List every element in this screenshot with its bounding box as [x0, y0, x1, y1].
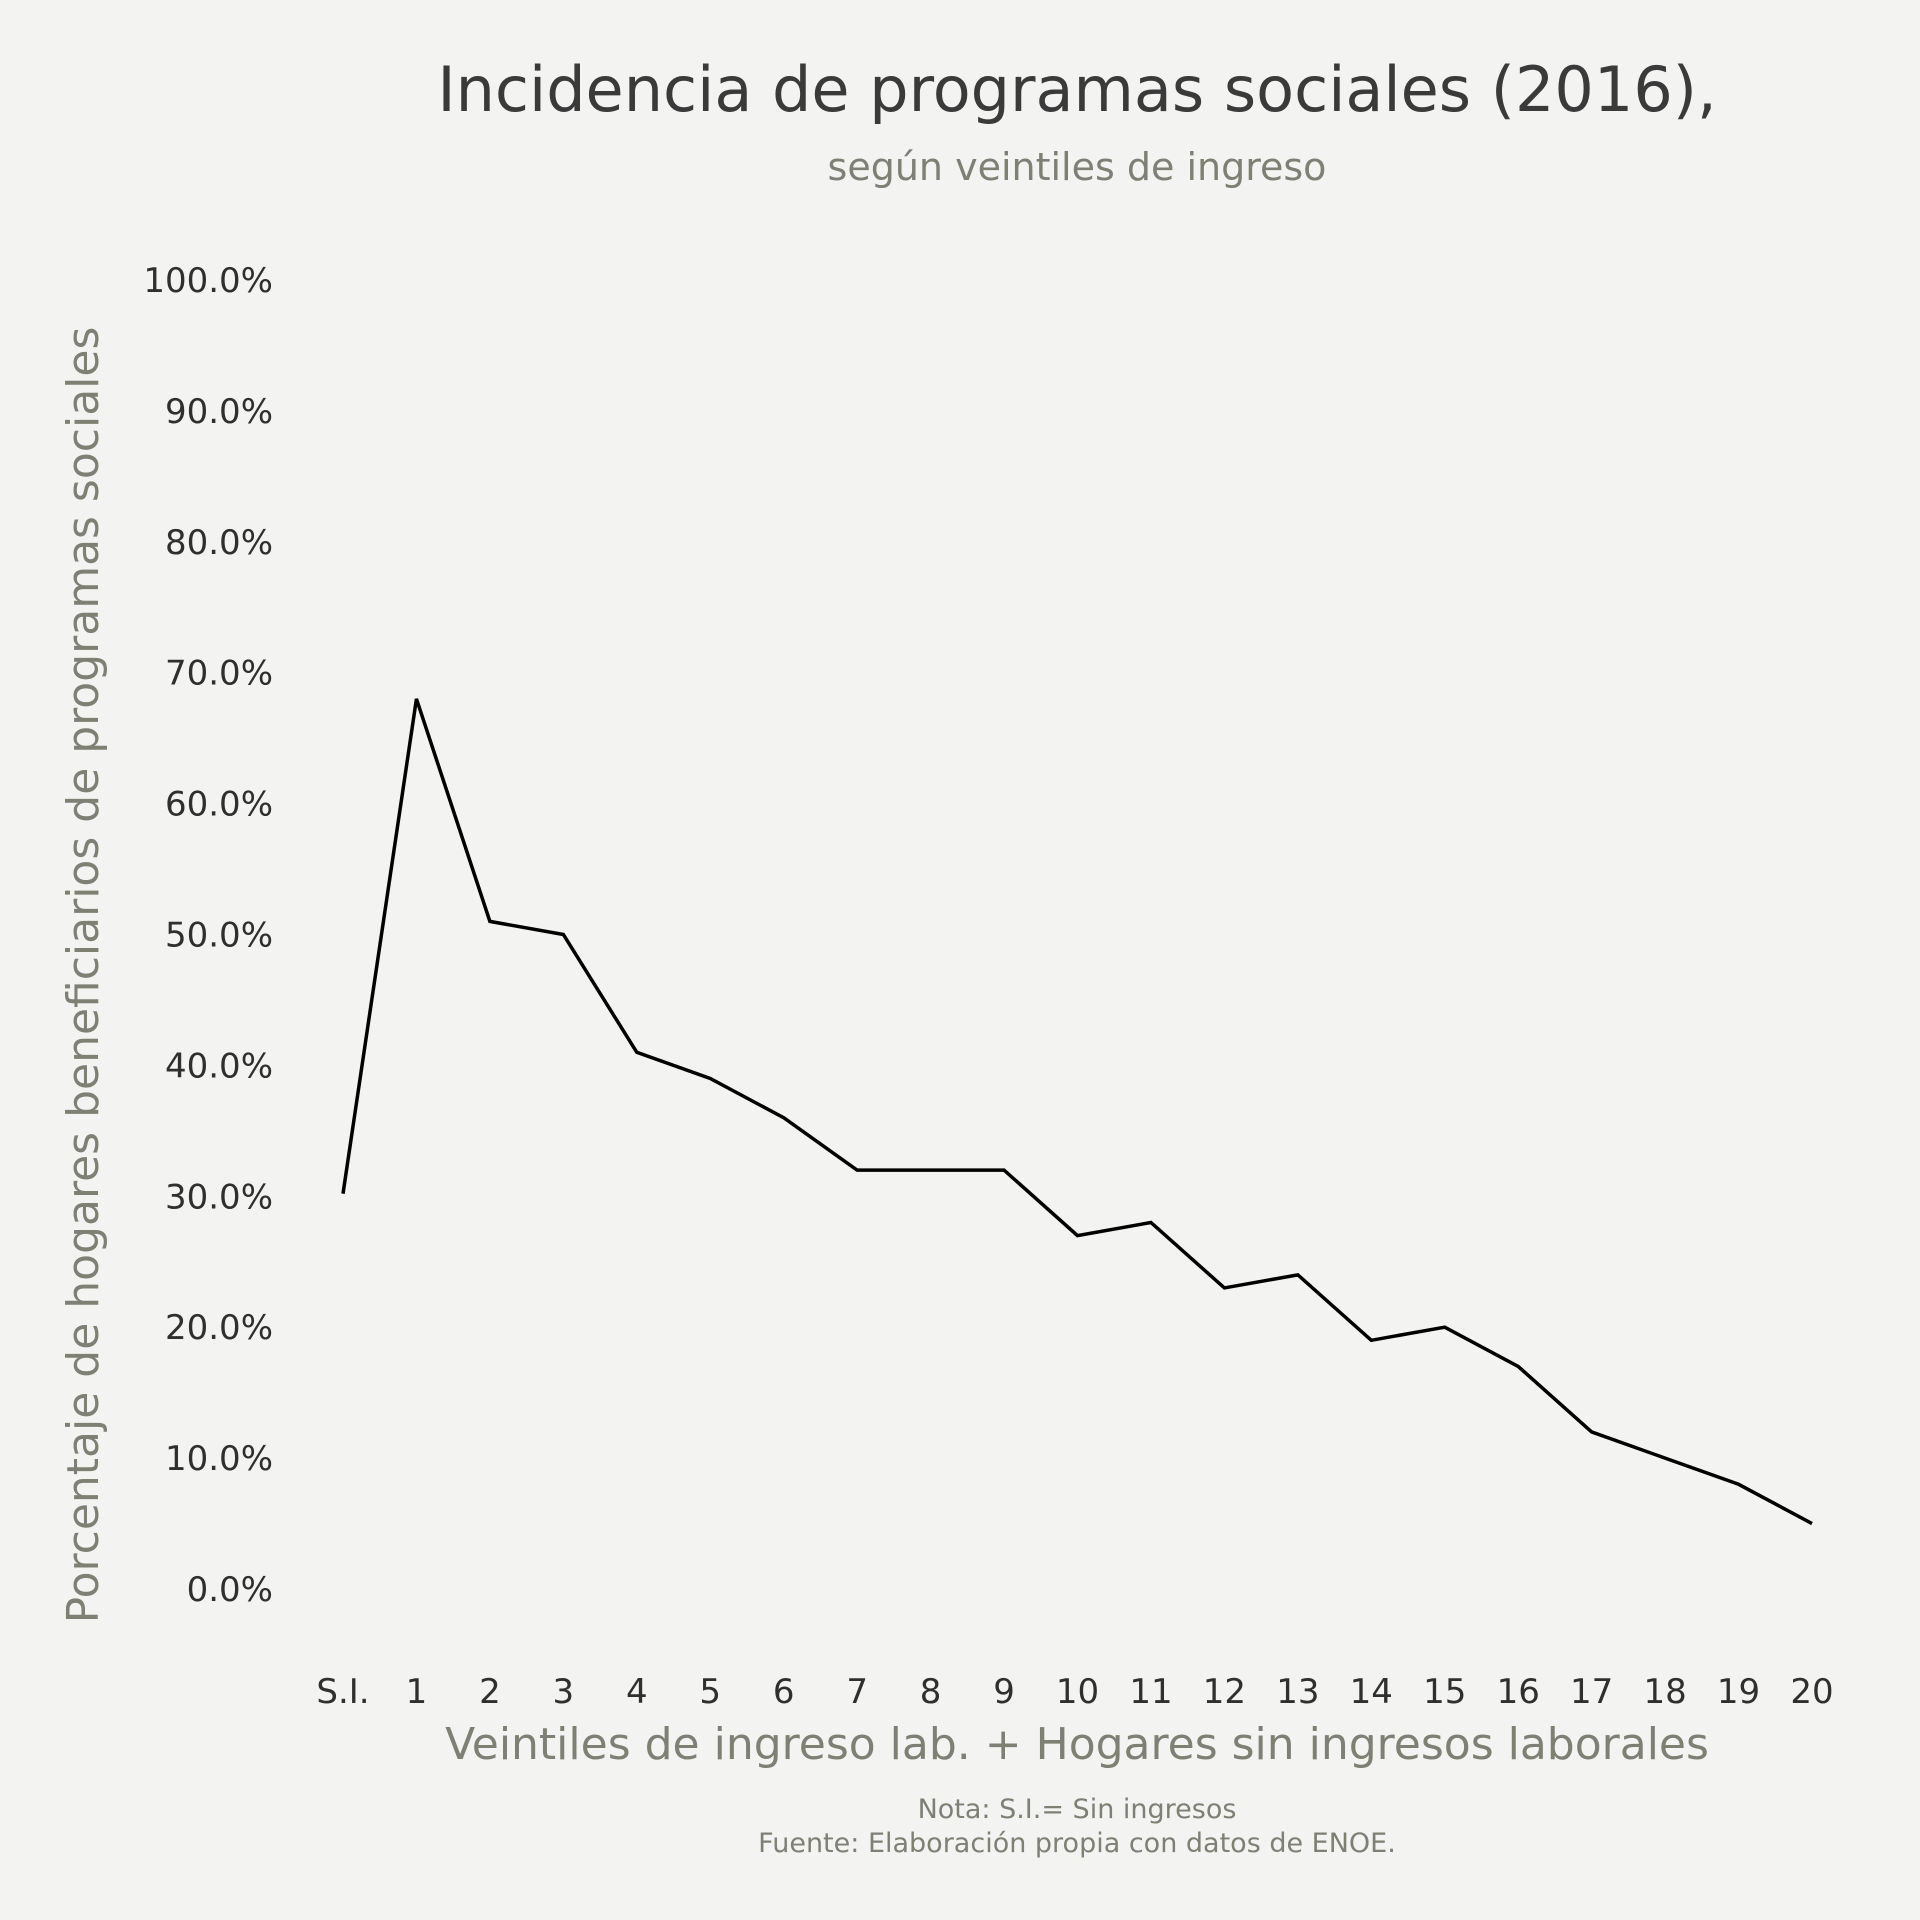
- x-tick-label: 10: [1056, 1672, 1099, 1712]
- y-tick-label: 30.0%: [165, 1177, 273, 1217]
- series-line: [341, 698, 1813, 1526]
- x-tick-label: 15: [1423, 1672, 1466, 1712]
- x-tick-label: 7: [846, 1672, 868, 1712]
- x-tick-label: 1: [406, 1672, 428, 1712]
- x-tick-label: 9: [993, 1672, 1015, 1712]
- x-axis-ticks: S.I. 1 2 3 4 5 6 7 8 9 10 11 12 13 14 15 16 17 18 19 20: [316, 1672, 1833, 1712]
- chart-subtitle: según veintiles de ingreso: [828, 145, 1327, 189]
- x-tick-label: 16: [1497, 1672, 1540, 1712]
- x-tick-label: 3: [553, 1672, 575, 1712]
- y-tick-label: 50.0%: [165, 916, 273, 956]
- x-tick-label: 12: [1203, 1672, 1246, 1712]
- x-tick-label: 8: [920, 1672, 942, 1712]
- y-tick-label: 100.0%: [143, 261, 273, 301]
- y-tick-label: 90.0%: [165, 392, 273, 432]
- x-axis-label: Veintiles de ingreso lab. + Hogares sin …: [445, 1719, 1709, 1770]
- y-axis-ticks: 0.0% 10.0% 20.0% 30.0% 40.0% 50.0% 60.0% 70.0% 8…: [143, 261, 273, 1610]
- x-tick-label: 5: [699, 1672, 721, 1712]
- chart-note: Nota: S.I.= Sin ingresos: [918, 1794, 1237, 1825]
- x-tick-label: 20: [1790, 1672, 1833, 1712]
- y-tick-label: 60.0%: [165, 785, 273, 825]
- y-tick-label: 0.0%: [187, 1570, 273, 1610]
- x-tick-label: 18: [1643, 1672, 1686, 1712]
- x-tick-label: 4: [626, 1672, 648, 1712]
- y-tick-label: 70.0%: [165, 654, 273, 694]
- y-axis-label: Porcentaje de hogares beneficiarios de p…: [58, 327, 109, 1624]
- x-tick-label: 6: [773, 1672, 795, 1712]
- y-tick-label: 20.0%: [165, 1308, 273, 1348]
- x-tick-label: 13: [1276, 1672, 1319, 1712]
- x-tick-label: 11: [1129, 1672, 1172, 1712]
- chart-source: Fuente: Elaboración propia con datos de …: [758, 1828, 1396, 1859]
- x-tick-label: S.I.: [316, 1672, 369, 1712]
- x-tick-label: 19: [1717, 1672, 1760, 1712]
- y-tick-label: 80.0%: [165, 523, 273, 563]
- y-tick-label: 10.0%: [165, 1439, 273, 1479]
- chart-title: Incidencia de programas sociales (2016),: [437, 53, 1716, 126]
- series-layer: [341, 698, 1813, 1526]
- x-tick-label: 17: [1570, 1672, 1613, 1712]
- x-tick-label: 14: [1350, 1672, 1393, 1712]
- x-tick-label: 2: [479, 1672, 501, 1712]
- y-tick-label: 40.0%: [165, 1046, 273, 1086]
